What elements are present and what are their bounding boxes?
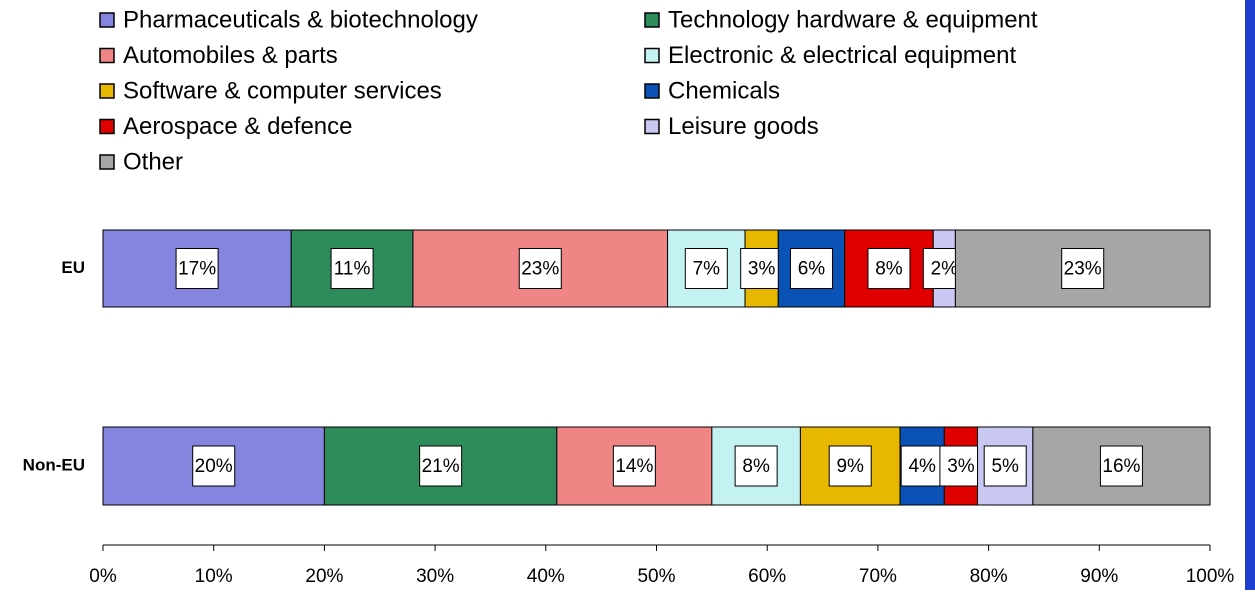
legend-swatch: [99, 83, 115, 99]
legend-swatch: [99, 154, 115, 170]
data-label: 11%: [334, 259, 371, 280]
data-label: 9%: [836, 456, 864, 477]
x-tick-label: 40%: [527, 566, 565, 587]
data-label: 16%: [1102, 456, 1140, 477]
x-tick-label: 0%: [89, 566, 117, 587]
legend-label: Electronic & electrical equipment: [668, 42, 1016, 69]
data-label: 14%: [615, 456, 653, 477]
data-label: 8%: [742, 456, 770, 477]
x-tick-label: 30%: [416, 566, 454, 587]
data-label: 23%: [1064, 259, 1102, 280]
legend-label: Pharmaceuticals & biotechnology: [123, 6, 478, 33]
data-label: 4%: [908, 456, 936, 477]
x-tick-label: 60%: [748, 566, 786, 587]
data-label: 23%: [521, 259, 559, 280]
window-edge: [1245, 0, 1255, 590]
legend-label: Other: [123, 148, 183, 175]
data-label-box: [684, 248, 728, 289]
data-label-box: [740, 248, 784, 289]
data-label-box: [419, 445, 463, 487]
x-tick-label: 70%: [859, 566, 897, 587]
x-tick-label: 100%: [1186, 566, 1235, 587]
data-label-box: [330, 248, 374, 289]
category-label: EU: [61, 258, 85, 277]
legend-swatch: [99, 47, 115, 64]
data-label: 7%: [693, 259, 721, 280]
legend-swatch: [99, 12, 115, 28]
legend-swatch: [644, 83, 660, 99]
legend-swatch: [644, 118, 660, 135]
legend-swatch: [99, 118, 115, 135]
data-label-box: [1061, 248, 1105, 289]
legend-swatch: [644, 47, 660, 64]
data-label-box: [828, 445, 872, 487]
x-tick-label: 50%: [637, 566, 675, 587]
data-label-box: [867, 248, 911, 289]
bar-segment: [290, 229, 414, 308]
data-label-box: [789, 248, 833, 289]
legend-label: Leisure goods: [668, 113, 819, 140]
x-tick-label: 80%: [970, 566, 1008, 587]
data-label-box: [518, 248, 562, 289]
data-label: 3%: [748, 259, 776, 280]
data-label-box: [734, 445, 778, 487]
legend-label: Technology hardware & equipment: [668, 6, 1038, 33]
x-tick-label: 10%: [195, 566, 233, 587]
data-label: 2%: [931, 259, 959, 280]
data-label: 6%: [798, 259, 826, 280]
legend-label: Software & computer services: [123, 77, 442, 104]
data-label-box: [192, 445, 236, 487]
legend-label: Chemicals: [668, 77, 780, 104]
data-label-box: [983, 445, 1027, 487]
data-label: 3%: [947, 456, 975, 477]
x-tick-label: 20%: [305, 566, 343, 587]
data-label: 20%: [195, 456, 233, 477]
legend-swatch: [644, 12, 660, 28]
data-label: 17%: [178, 259, 216, 280]
data-label: 8%: [875, 259, 903, 280]
data-label-box: [1099, 445, 1143, 487]
data-label: 5%: [991, 456, 1019, 477]
category-label: Non-EU: [23, 455, 85, 474]
data-label-box: [612, 445, 656, 487]
data-label-box: [175, 248, 219, 289]
data-label-box: [900, 445, 944, 487]
x-tick-label: 90%: [1080, 566, 1118, 587]
legend-label: Aerospace & defence: [123, 113, 353, 140]
legend-label: Automobiles & parts: [123, 42, 338, 69]
data-label: 21%: [422, 456, 460, 477]
